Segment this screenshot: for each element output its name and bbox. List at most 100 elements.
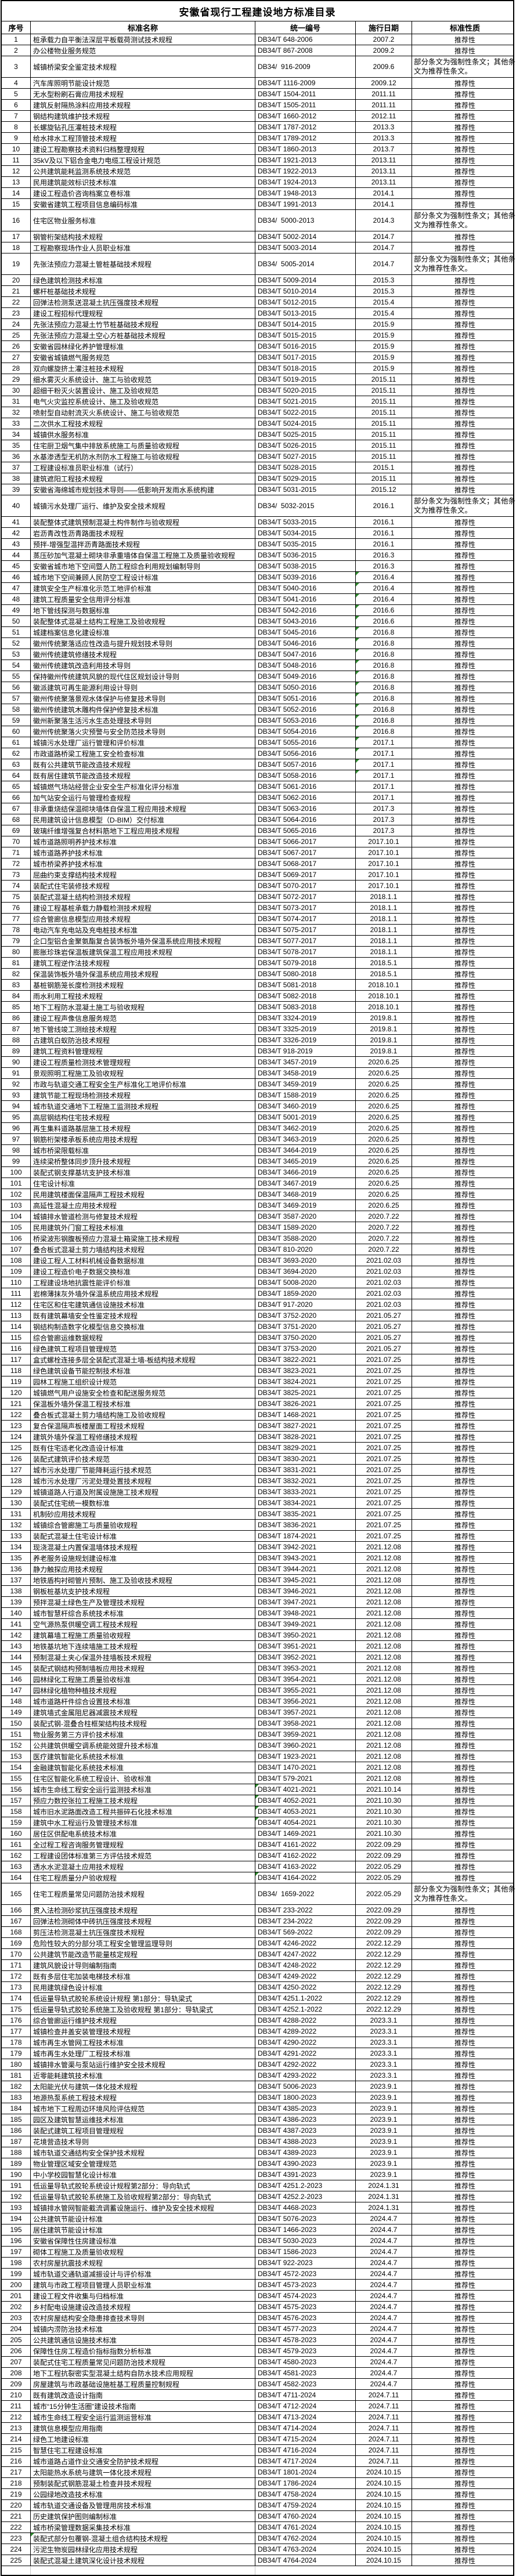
row-number-cell: 176	[2, 2015, 31, 2026]
standard-nature-cell: 推荐性	[454, 134, 475, 143]
unified-number-cell: DB34/T 5051-2016	[255, 693, 356, 704]
standard-nature-cell: 推荐性	[454, 1444, 475, 1452]
standard-nature-cell: 推荐性	[454, 683, 475, 692]
table-row: 198 农村房屋抗震技术规程 DB34/T 922-2023 2024.4.7 推荐性	[2, 2258, 513, 2269]
row-number-cell: 179	[2, 2048, 31, 2059]
standard-nature-cell: 推荐性	[454, 2347, 475, 2356]
implementation-date-cell: 2021.07.25	[356, 1509, 412, 1519]
table-row: 185 园区及建筑智慧运维技术标准 DB34/T 4386-2023 2023.9.1…	[2, 2114, 513, 2125]
standard-name-cell: 蒸压砂加气混凝土砌块非承重墙体自保温工程施工及质量验收规程	[31, 550, 255, 560]
row-number-cell: 201	[2, 2291, 31, 2301]
row-number-cell: 132	[2, 1520, 31, 1530]
row-number-cell: 149	[2, 1707, 31, 1718]
standard-nature-cell: 推荐性	[454, 298, 475, 307]
standard-nature-cell: 推荐性	[454, 2082, 475, 2091]
table-row: 109 建设工程造价电子数据交换标准 DB34/T 3694-2020 2021.02…	[2, 1266, 513, 1277]
unified-number-cell: DB34/T 4052-2021	[255, 1795, 356, 1806]
implementation-date-cell: 2007.2	[356, 34, 412, 45]
unified-number-cell: DB34/T 4581-2023	[255, 2368, 356, 2378]
row-number-cell: 71	[2, 847, 31, 858]
standard-name-cell: 装配式混凝土建筑深化设计技术规程	[31, 2555, 255, 2566]
table-row: 181 近零能耗建筑技术标准 DB34/T 4293-2022 2023.3.1 推荐性	[2, 2070, 513, 2081]
row-number-cell: 113	[2, 1310, 31, 1321]
unified-number-cell: DB34/T 3463-2019	[255, 1134, 356, 1144]
standard-name-cell: 低运量导轨式胶轮系统施工及验收规程 第1部分：导轨梁式	[31, 2004, 255, 2015]
standard-nature-cell: 推荐性	[454, 1003, 475, 1012]
unified-number-cell: DB34/T 3753-2020	[255, 1343, 356, 1354]
implementation-date-cell: 2016.4	[356, 594, 412, 604]
implementation-date-cell: 2021.10.30	[356, 1817, 412, 1828]
row-number-cell: 44	[2, 550, 31, 560]
unified-number-cell: DB34/T 4582-2023	[255, 2379, 356, 2389]
unified-number-cell: DB34/T 3824-2021	[255, 1376, 356, 1387]
table-row: 114 钢结构制造数字化模型信息交换标准 DB34/T 3751-2020 2021.…	[2, 1321, 513, 1332]
unified-number-cell: DB34/T 1991-2013	[255, 199, 356, 209]
table-row: 13 民用建筑能效标识技术标准 DB34/T 1924-2013 2013.11 推荐性	[2, 177, 513, 188]
implementation-date-cell: 2024.10.15	[356, 2478, 412, 2488]
unified-number-cell: DB34/T 3834-2021	[255, 1498, 356, 1508]
standard-nature-cell: 推荐性	[454, 816, 475, 824]
implementation-date-cell: 2021.12.08	[356, 1586, 412, 1596]
row-number-cell: 81	[2, 958, 31, 968]
unified-number-cell: DB34/T 3948-2021	[255, 1608, 356, 1618]
unified-number-cell: DB34/T 234-2022	[255, 1916, 356, 1926]
standard-nature-cell: 推荐性	[454, 2049, 475, 2058]
implementation-date-cell: 2014.7	[356, 253, 412, 274]
table-row: 134 现浇混凝土内置保温墙体技术规程 DB34/T 3942-2021 2021.1…	[2, 1542, 513, 1553]
standard-nature-cell: 推荐性	[454, 1025, 475, 1034]
standard-nature-cell: 推荐性	[454, 1840, 475, 1849]
standard-nature-cell: 推荐性	[454, 716, 475, 725]
unified-number-cell: DB34/T 918-2019	[255, 1046, 356, 1056]
row-number-cell: 1	[2, 34, 31, 45]
table-row: 178 城市再生水管网工程技术标准 DB34/T 4290-2022 2023.3.1…	[2, 2037, 513, 2048]
row-number-cell: 173	[2, 1982, 31, 1992]
table-row: 67 非承重烧结保温砌块墙体自保温工程应用技术规程 DB34/T 5063-2016…	[2, 803, 513, 814]
row-number-cell: 101	[2, 1178, 31, 1189]
row-number-cell: 48	[2, 594, 31, 604]
row-number-cell: 202	[2, 2302, 31, 2312]
unified-number-cell: DB34/T 3958-2021	[255, 1718, 356, 1729]
implementation-date-cell: 2022.09.29	[356, 1839, 412, 1850]
unified-number-cell: DB34/T 3954-2021	[255, 1674, 356, 1684]
standard-name-cell: 养老服务设施规划建设标准	[31, 1553, 255, 1563]
standard-nature-cell: 推荐性	[454, 1906, 475, 1915]
standard-name-cell: 住宅区物业服务标准	[31, 210, 255, 231]
implementation-date-cell: 2016.8	[356, 704, 412, 715]
table-body: 1 桩承载力自平衡法深层平板载荷测试技术规程 DB34/T 648-2006 2007…	[2, 34, 515, 2566]
standard-name-cell: 徽派建筑可再生能源利用设计导则	[31, 682, 255, 693]
implementation-date-cell: 2021.05.27	[356, 1332, 412, 1343]
table-row: 172 既有多层住宅加装电梯技术标准 DB34/T 4249-2022 2022.12…	[2, 1971, 513, 1982]
implementation-date-cell: 2023.9.1	[356, 2081, 412, 2092]
standard-nature-cell: 推荐性	[454, 2270, 475, 2278]
standard-nature-cell: 推荐性	[454, 408, 475, 417]
table-row: 130 装配式住宅统一模数标准 DB34/T 3834-2021 2021.07.25…	[2, 1498, 513, 1509]
implementation-date-cell: 2021.05.27	[356, 1310, 412, 1321]
row-number-cell: 220	[2, 2500, 31, 2510]
table-row: 183 地源热泵系统工程技术规程 DB34/T 1800-2023 2023.9.1 推…	[2, 2092, 513, 2103]
unified-number-cell: DB34/T 5068-2017	[255, 858, 356, 869]
standard-nature-cell: 推荐性	[454, 1488, 475, 1497]
standard-name-cell: 喷射型自动射流灭火系统设计、施工与验收规范	[31, 407, 255, 418]
standard-nature-cell: 推荐性	[454, 2292, 475, 2300]
row-number-cell: 99	[2, 1156, 31, 1166]
implementation-date-cell: 2024.10.15	[356, 2500, 412, 2510]
standard-name-cell: 建筑幕墙工程施工质量验收规程	[31, 1630, 255, 1640]
implementation-date-cell: 2014.7	[356, 231, 412, 242]
standard-name-cell: 建筑遮阳工程技术规程	[31, 473, 255, 484]
table-row: 128 城市污水处理厂污泥处理处置技术规程 DB34/T 3832-2021 2021…	[2, 1476, 513, 1487]
table-row: 153 医疗建筑智能化系统技术标准 DB34/T 1923-2021 2021.12.…	[2, 1751, 513, 1762]
implementation-date-cell: 2023.9.1	[356, 2103, 412, 2114]
standard-name-cell: 综合管廊信息模型应用技术规程	[31, 914, 255, 924]
table-row: 174 低运量导轨式胶轮系统设计规程 第1部分：导轨梁式 DB34/T 4251.1…	[2, 1993, 513, 2004]
standard-nature-cell: 推荐性	[454, 1345, 475, 1353]
implementation-date-cell: 2009.12	[356, 78, 412, 88]
table-row: 151 物业服务第三方评价技术标准 DB34/T 3959-2021 2021.12.…	[2, 1729, 513, 1740]
row-number-cell: 170	[2, 1949, 31, 1959]
implementation-date-cell: 2018.5.1	[356, 969, 412, 979]
standard-name-cell: 工程建设场地抗震性能评价标准	[31, 1277, 255, 1288]
standard-name-cell: 城建档案信息化建设标准	[31, 627, 255, 637]
implementation-date-cell: 2023.9.1	[356, 2125, 412, 2136]
implementation-date-cell: 2024.7.11	[356, 2412, 412, 2422]
unified-number-cell: DB34/T 4250-2022	[255, 1982, 356, 1992]
unified-number-cell: DB34/T 3828-2021	[255, 1432, 356, 1442]
